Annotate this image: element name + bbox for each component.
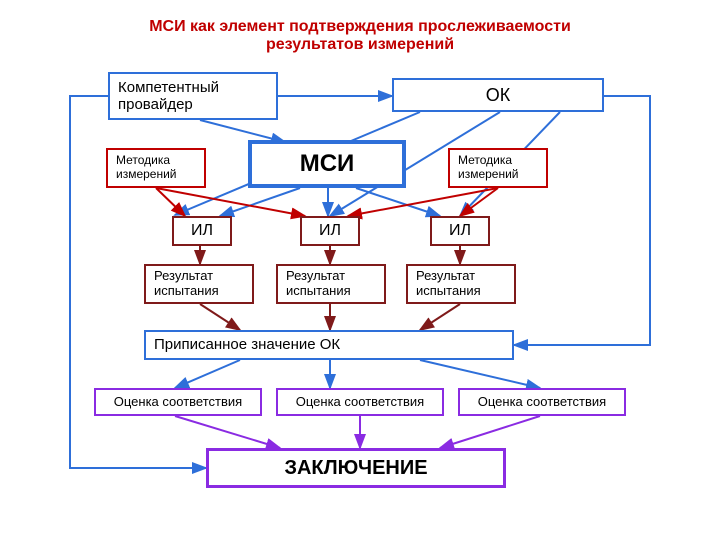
node-res_1: Результатиспытания bbox=[144, 264, 254, 304]
title-line2: результатов измерений bbox=[266, 36, 454, 53]
diagram-canvas: МСИ как элемент подтверждения прослежива… bbox=[0, 0, 720, 540]
title-line1: МСИ как элемент подтверждения прослежива… bbox=[149, 18, 571, 35]
node-conf_3-label: Оценка соответствия bbox=[478, 395, 606, 410]
node-assigned-label: Приписанное значение ОК bbox=[154, 336, 340, 353]
edge-polyline bbox=[514, 96, 650, 345]
node-method_l-label: Методикаизмерений bbox=[116, 154, 177, 182]
edge bbox=[440, 416, 540, 448]
node-provider: Компетентныйпровайдер bbox=[108, 72, 278, 120]
node-res_2-label: Результатиспытания bbox=[286, 269, 351, 299]
edge bbox=[156, 188, 305, 216]
node-res_3-label: Результатиспытания bbox=[416, 269, 481, 299]
node-msi-label: МСИ bbox=[300, 150, 355, 178]
node-conf_2-label: Оценка соответствия bbox=[296, 395, 424, 410]
edge bbox=[175, 416, 280, 448]
edge bbox=[356, 188, 440, 216]
node-il_3: ИЛ bbox=[430, 216, 490, 246]
node-conf_2: Оценка соответствия bbox=[276, 388, 444, 416]
node-il_2-label: ИЛ bbox=[319, 222, 341, 240]
edge bbox=[348, 188, 498, 216]
node-method_r: Методикаизмерений bbox=[448, 148, 548, 188]
diagram-title: МСИ как элемент подтверждения прослежива… bbox=[0, 18, 720, 54]
edge bbox=[420, 360, 540, 388]
node-conf_1: Оценка соответствия bbox=[94, 388, 262, 416]
node-conclusion-label: ЗАКЛЮЧЕНИЕ bbox=[284, 457, 427, 480]
edge bbox=[200, 304, 240, 330]
edge bbox=[420, 304, 460, 330]
edge bbox=[200, 120, 285, 142]
node-conf_1-label: Оценка соответствия bbox=[114, 395, 242, 410]
node-res_1-label: Результатиспытания bbox=[154, 269, 219, 299]
edge bbox=[460, 188, 498, 216]
node-msi: МСИ bbox=[248, 140, 406, 188]
node-il_1-label: ИЛ bbox=[191, 222, 213, 240]
node-il_2: ИЛ bbox=[300, 216, 360, 246]
node-conf_3: Оценка соответствия bbox=[458, 388, 626, 416]
node-provider-label: Компетентныйпровайдер bbox=[118, 79, 219, 114]
node-assigned: Приписанное значение ОК bbox=[144, 330, 514, 360]
node-method_r-label: Методикаизмерений bbox=[458, 154, 519, 182]
node-method_l: Методикаизмерений bbox=[106, 148, 206, 188]
edge bbox=[175, 360, 240, 388]
node-il_3-label: ИЛ bbox=[449, 222, 471, 240]
edge bbox=[156, 188, 185, 216]
node-ok: ОК bbox=[392, 78, 604, 112]
node-res_3: Результатиспытания bbox=[406, 264, 516, 304]
node-il_1: ИЛ bbox=[172, 216, 232, 246]
node-conclusion: ЗАКЛЮЧЕНИЕ bbox=[206, 448, 506, 488]
node-res_2: Результатиспытания bbox=[276, 264, 386, 304]
node-ok-label: ОК bbox=[486, 85, 511, 106]
edge bbox=[220, 188, 300, 216]
